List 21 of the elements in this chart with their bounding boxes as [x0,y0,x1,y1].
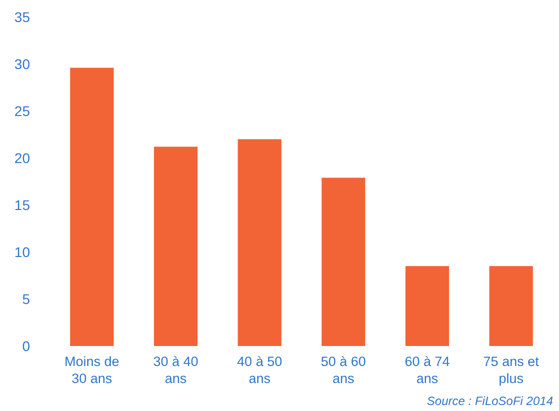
x-tick-label: 40 à 50 ans [237,354,282,386]
x-tick-label: 75 ans et plus [483,354,540,386]
source-note: Source : FiLoSoFi 2014 [426,394,554,408]
y-tick-label: 15 [14,196,30,213]
bar [322,178,366,346]
x-tick-label: 60 à 74 ans [404,354,450,386]
bar [238,139,282,346]
y-tick-label: 0 [22,338,30,354]
x-tick-label: 30 à 40 ans [153,354,198,386]
y-tick-label: 30 [14,56,30,72]
x-tick-label: 50 à 60 ans [320,354,366,386]
x-tick-label: Moins de 30 ans [64,354,120,386]
y-tick-label: 5 [22,290,30,307]
y-tick-label: 25 [14,102,30,119]
bar [70,68,114,346]
y-tick-label: 10 [14,244,30,260]
y-tick-label: 35 [14,8,30,25]
bar [489,266,533,346]
bar [405,266,450,346]
bar [154,146,198,346]
y-tick-label: 20 [14,150,30,166]
